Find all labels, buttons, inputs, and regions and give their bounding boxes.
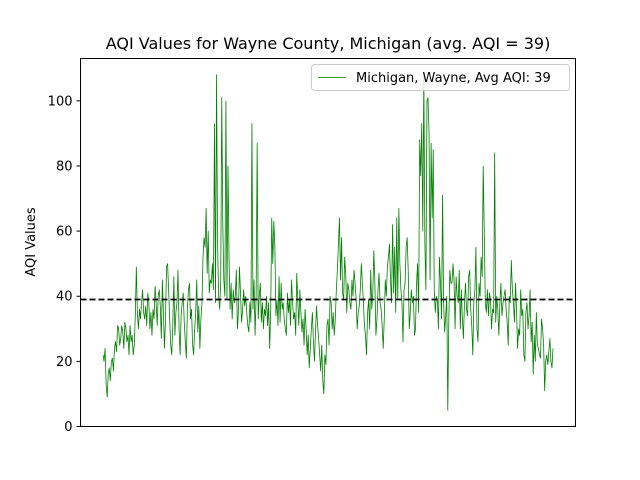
y-tick-label: 60 <box>56 225 73 240</box>
series-line-michigan-wayne <box>102 74 554 411</box>
legend-box <box>311 64 570 91</box>
y-tick-label: 40 <box>56 290 73 305</box>
chart-title: AQI Values for Wayne County, Michigan (a… <box>106 34 551 53</box>
y-axis-label: AQI Values <box>24 207 39 277</box>
legend-entry-label: Michigan, Wayne, Avg AQI: 39 <box>356 71 551 86</box>
plot-area-frame <box>80 58 576 427</box>
y-tick-label: 100 <box>48 94 73 109</box>
chart-legend: Michigan, Wayne, Avg AQI: 39 <box>311 64 570 91</box>
y-tick-label: 20 <box>56 355 73 370</box>
y-tick-label: 0 <box>64 420 72 435</box>
y-axis-ticks: 0 20 40 60 80 100 <box>48 94 81 435</box>
y-tick-label: 80 <box>56 159 73 174</box>
